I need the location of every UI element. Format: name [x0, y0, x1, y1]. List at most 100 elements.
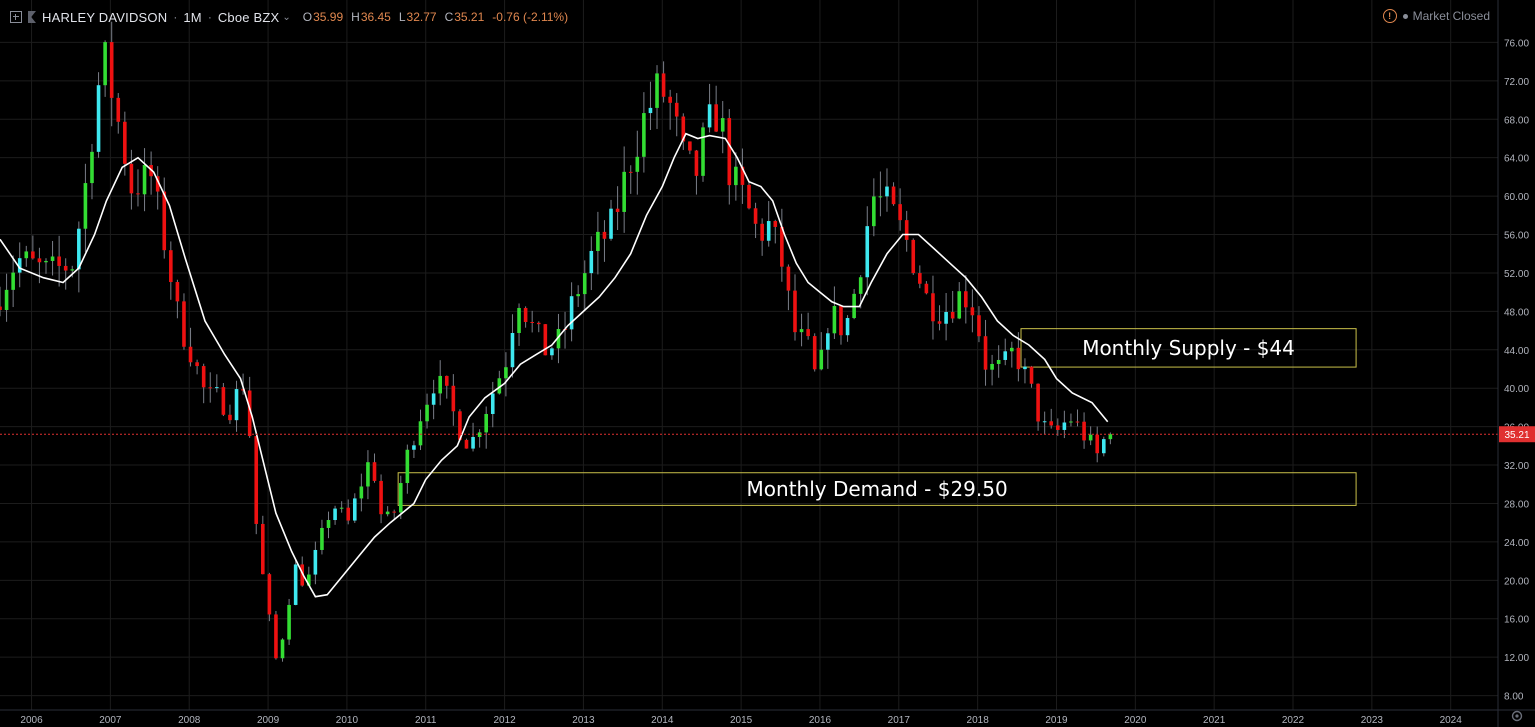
moving-average-line — [0, 132, 1109, 598]
chart-header: HARLEY DAVIDSON · 1M · Cboe BZX ⌄ O 35.9… — [0, 0, 1500, 34]
candle-body — [950, 311, 955, 319]
candle-body — [858, 277, 863, 294]
candle-body — [142, 165, 147, 195]
candle-body — [96, 85, 101, 152]
candle-body — [1062, 422, 1067, 430]
expand-icon[interactable] — [10, 11, 22, 23]
price-tick-label: 44.00 — [1504, 346, 1529, 357]
year-tick-label: 2007 — [99, 715, 122, 726]
candle-body — [313, 549, 318, 575]
candle-body — [57, 256, 61, 266]
candle-body — [103, 42, 107, 86]
warning-icon[interactable]: ! — [1382, 9, 1397, 23]
candle-body — [1088, 434, 1093, 441]
candle-body — [536, 322, 541, 325]
price-tick-label: 48.00 — [1504, 307, 1529, 318]
candle-body — [523, 307, 528, 322]
candle-body — [50, 256, 55, 261]
settings-gear-icon[interactable] — [1511, 710, 1523, 722]
candle-body — [996, 359, 1001, 364]
candle-body — [931, 293, 935, 322]
candle-body — [753, 208, 758, 224]
candle-body — [261, 523, 265, 575]
candle-body — [720, 118, 725, 132]
candle-body — [221, 387, 226, 415]
year-tick-label: 2019 — [1045, 715, 1068, 726]
candle-body — [937, 321, 942, 324]
candle-body — [17, 258, 22, 273]
candle-body — [1075, 421, 1080, 423]
candle-body — [398, 483, 403, 513]
candle-body — [635, 156, 640, 172]
price-tick-label: 52.00 — [1504, 269, 1529, 280]
candle-body — [1055, 425, 1060, 430]
candle-body — [267, 574, 272, 615]
open-value: 35.99 — [313, 10, 344, 24]
low-value: 32.77 — [406, 10, 437, 24]
candle-body — [642, 113, 646, 157]
candle-body — [11, 272, 15, 290]
candle-body — [116, 97, 121, 122]
candle-body — [872, 196, 876, 227]
candle-body — [569, 296, 574, 330]
candle-body — [688, 141, 692, 151]
candle-body — [609, 208, 613, 239]
candle-body — [208, 387, 213, 389]
chevron-down-icon[interactable]: ⌄ — [282, 11, 291, 23]
candle-body — [188, 346, 193, 363]
candle-body — [845, 318, 850, 336]
candle-body — [780, 226, 784, 267]
price-tick-label: 32.00 — [1504, 461, 1529, 472]
market-status[interactable]: ! Market Closed — [1382, 9, 1490, 23]
year-tick-label: 2020 — [1124, 715, 1147, 726]
candle-body — [293, 564, 298, 605]
last-price-badge — [1499, 426, 1535, 443]
candle-body — [904, 220, 909, 240]
candle-body — [517, 307, 521, 333]
candle-body — [306, 574, 311, 586]
close-label: C — [444, 10, 454, 24]
candle-body — [497, 378, 502, 394]
flag-icon[interactable] — [28, 11, 36, 23]
candle-body — [490, 393, 495, 414]
time-axis[interactable]: 2006 2007 2008 2009 2010 2011 2012 2013 2014 2015… — [0, 709, 1535, 726]
candle-body — [504, 367, 508, 379]
zone-box — [397, 472, 1357, 506]
zone-layer — [397, 328, 1357, 506]
candle-body — [596, 231, 600, 251]
candle-body — [550, 348, 554, 356]
candle-body — [957, 291, 962, 319]
symbol-name[interactable]: HARLEY DAVIDSON — [42, 9, 168, 25]
candle-body — [786, 266, 791, 291]
zone-label-layer: Monthly Supply - $44 Monthly Demand - $29… — [747, 336, 1295, 501]
candle-body — [444, 375, 449, 386]
zone-box — [1020, 328, 1357, 368]
interval-label[interactable]: 1M — [183, 9, 202, 25]
candle-body — [37, 258, 42, 263]
candle-body — [1049, 421, 1054, 426]
year-tick-label: 2012 — [493, 715, 516, 726]
candle-body — [1042, 421, 1047, 423]
candle-body — [694, 150, 699, 176]
candle-body — [707, 104, 712, 128]
price-tick-label: 60.00 — [1504, 192, 1529, 203]
candle-body — [911, 239, 916, 274]
exchange-label[interactable]: Cboe BZX — [217, 9, 280, 25]
candle-body — [701, 127, 705, 176]
candle-body — [576, 294, 580, 297]
candle-body — [799, 329, 804, 333]
candle-body — [839, 306, 843, 336]
candle-body — [865, 226, 870, 278]
candle-body — [234, 389, 239, 421]
year-tick-label: 2010 — [336, 715, 359, 726]
price-axis[interactable]: 8.0012.0016.0020.0024.0028.0032.0036.004… — [1497, 0, 1529, 727]
year-tick-label: 2024 — [1440, 715, 1463, 726]
candle-body — [602, 231, 607, 239]
market-status-label: Market Closed — [1412, 9, 1490, 23]
candle-body — [31, 251, 35, 259]
candle-body — [1036, 383, 1040, 422]
candle-body — [247, 390, 252, 437]
candle-body — [983, 336, 988, 370]
separator-dot: · — [173, 10, 178, 24]
